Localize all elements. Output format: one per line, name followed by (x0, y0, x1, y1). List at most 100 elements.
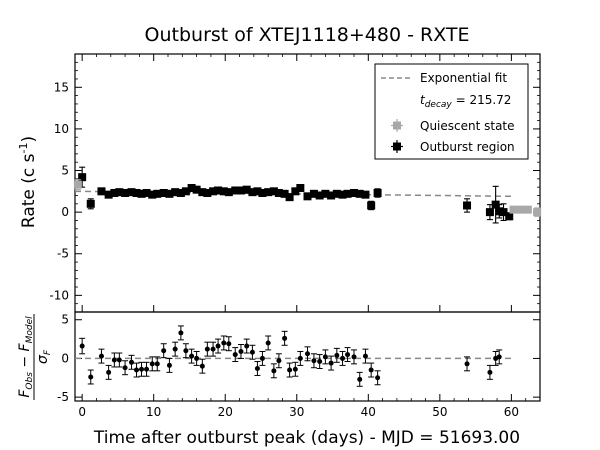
outburst-point (224, 188, 233, 197)
residual-point (316, 354, 323, 369)
top-y-tick-label: 5 (61, 164, 69, 178)
top-y-tick-label: 15 (54, 80, 69, 94)
residual-point (281, 330, 288, 346)
top-y-axis-label-exponent: -1 (17, 143, 30, 154)
residual-point (368, 362, 375, 378)
bottom-y-label-model: Model (25, 316, 35, 344)
legend-decay-sub: decay (425, 100, 453, 110)
top-y-axis-label: Rate (c s-1) (17, 136, 39, 228)
outburst-point (153, 189, 162, 198)
outburst-point (373, 188, 382, 198)
quiescent-point (516, 205, 525, 214)
outburst-point (181, 187, 190, 196)
residual-point (133, 362, 140, 378)
residual-point (160, 343, 167, 359)
bottom-y-label-denominator: σF (35, 349, 53, 364)
outburst-point (176, 188, 185, 197)
quiescent-point (533, 207, 542, 217)
outburst-point (343, 189, 352, 198)
residual-point (496, 349, 503, 365)
residual-point (304, 346, 311, 362)
outburst-point (491, 185, 500, 224)
bottom-panel-frame (74, 311, 541, 402)
x-tick-label: 30 (289, 405, 304, 419)
residual-point (292, 361, 299, 377)
x-tick-label: 50 (432, 405, 447, 419)
residual-point (362, 348, 369, 364)
residual-point (344, 347, 351, 363)
residual-point (243, 338, 250, 354)
residual-point (138, 361, 145, 377)
outburst-point (367, 200, 376, 211)
top-y-ticks: -10 -5 0 5 10 15 (49, 53, 540, 313)
residual-point (356, 371, 363, 387)
residual-point (249, 344, 256, 360)
legend-outburst-label: Outburst region (420, 140, 515, 154)
residual-point (254, 361, 261, 376)
residual-point (297, 350, 304, 366)
outburst-point (121, 188, 130, 197)
residual-point (215, 338, 222, 354)
residual-point (464, 356, 471, 372)
top-y-tick-label: 10 (54, 122, 69, 136)
residual-point (143, 361, 150, 377)
residual-point (237, 344, 244, 359)
residual-point (105, 364, 112, 380)
x-axis-label: Time after outburst peak (days) - MJD = … (93, 428, 520, 448)
residual-point (154, 356, 161, 372)
top-y-axis-label-close: ) (19, 136, 39, 143)
bottom-y-tick-label: -5 (57, 390, 69, 404)
residual-point (177, 325, 184, 341)
residual-point (172, 341, 179, 357)
legend: Exponential fit tdecay = 215.72 Quiescen… (374, 63, 529, 160)
quiescent-point (523, 205, 532, 214)
legend-decay-value: = 215.72 (452, 93, 512, 107)
residual-point (204, 341, 211, 357)
residual-point (351, 349, 357, 365)
x-tick-label: 0 (78, 405, 86, 419)
residual-point (122, 360, 129, 376)
x-tick-label: 40 (361, 405, 376, 419)
x-tick-label: 10 (146, 405, 161, 419)
residual-point (188, 348, 195, 364)
residual-point (210, 341, 217, 357)
quiescent-point (73, 179, 82, 191)
legend-fit-label: Exponential fit (420, 71, 507, 85)
legend-decay-base: t (420, 93, 426, 107)
residual-point (328, 355, 335, 371)
top-y-tick-label: 0 (61, 205, 69, 219)
residual-point (259, 350, 266, 366)
residual-point (275, 353, 282, 369)
residual-point (149, 356, 156, 372)
top-plot-area (73, 166, 542, 224)
outburst-point (303, 192, 312, 201)
residual-point (111, 352, 118, 368)
bottom-y-label-sigma: σ (35, 354, 51, 364)
legend-quiescent-swatch (391, 119, 403, 132)
x-tick-label: 20 (218, 405, 233, 419)
residual-point (333, 347, 340, 363)
residual-point (116, 352, 123, 368)
top-y-axis-label-text: Rate (c s (19, 153, 39, 228)
legend-decay-label: tdecay = 215.72 (420, 93, 511, 110)
bottom-y-label-numerator: FObs − FModel (17, 316, 35, 398)
outburst-point (309, 189, 318, 198)
residual-point (182, 343, 189, 359)
outburst-point (499, 203, 508, 222)
residual-point (193, 350, 200, 366)
top-y-tick-label: -10 (49, 288, 69, 302)
bottom-y-axis-label: FObs − FModel σF (17, 314, 53, 400)
outburst-series (78, 166, 514, 224)
quiescent-series (73, 179, 542, 217)
residual-point (310, 353, 317, 369)
outburst-point (296, 183, 305, 192)
outburst-point (315, 191, 324, 200)
residual-point (232, 347, 239, 363)
residual-point (79, 337, 86, 355)
bottom-y-label-obs: Obs (25, 372, 35, 390)
bottom-y-label-sigma-sub: F (43, 349, 53, 355)
bottom-y-label-F1: F (17, 389, 33, 398)
outburst-point (463, 198, 472, 213)
